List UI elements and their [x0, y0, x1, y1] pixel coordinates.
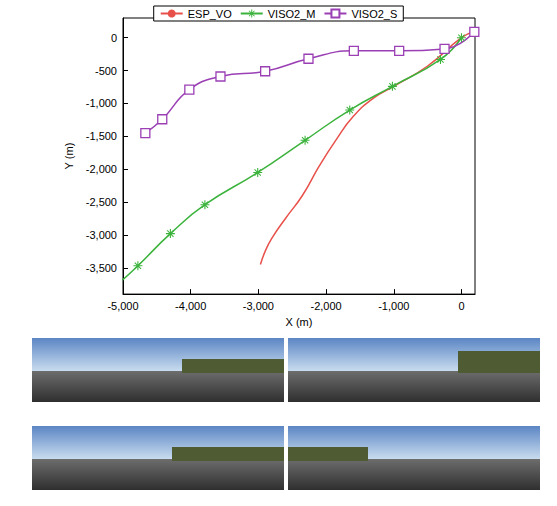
svg-text:-2,000: -2,000: [310, 300, 341, 312]
svg-text:VISO2_S: VISO2_S: [351, 8, 397, 20]
svg-text:X (m): X (m): [286, 316, 313, 328]
svg-text:-500: -500: [95, 65, 117, 77]
svg-text:-1,000: -1,000: [378, 300, 409, 312]
svg-text:-2,000: -2,000: [86, 163, 117, 175]
svg-text:-2,500: -2,500: [86, 196, 117, 208]
svg-text:VISO2_M: VISO2_M: [268, 8, 316, 20]
svg-text:0: 0: [111, 32, 117, 44]
svg-text:-1,500: -1,500: [86, 130, 117, 142]
svg-text:-3,000: -3,000: [243, 300, 274, 312]
svg-text:-3,500: -3,500: [86, 262, 117, 274]
svg-text:-3,000: -3,000: [86, 229, 117, 241]
svg-text:0: 0: [458, 300, 464, 312]
svg-text:-4,000: -4,000: [175, 300, 206, 312]
svg-text:ESP_VO: ESP_VO: [188, 8, 232, 20]
svg-text:-1,000: -1,000: [86, 97, 117, 109]
svg-text:Y (m): Y (m): [63, 143, 75, 170]
svg-text:-5,000: -5,000: [107, 300, 138, 312]
